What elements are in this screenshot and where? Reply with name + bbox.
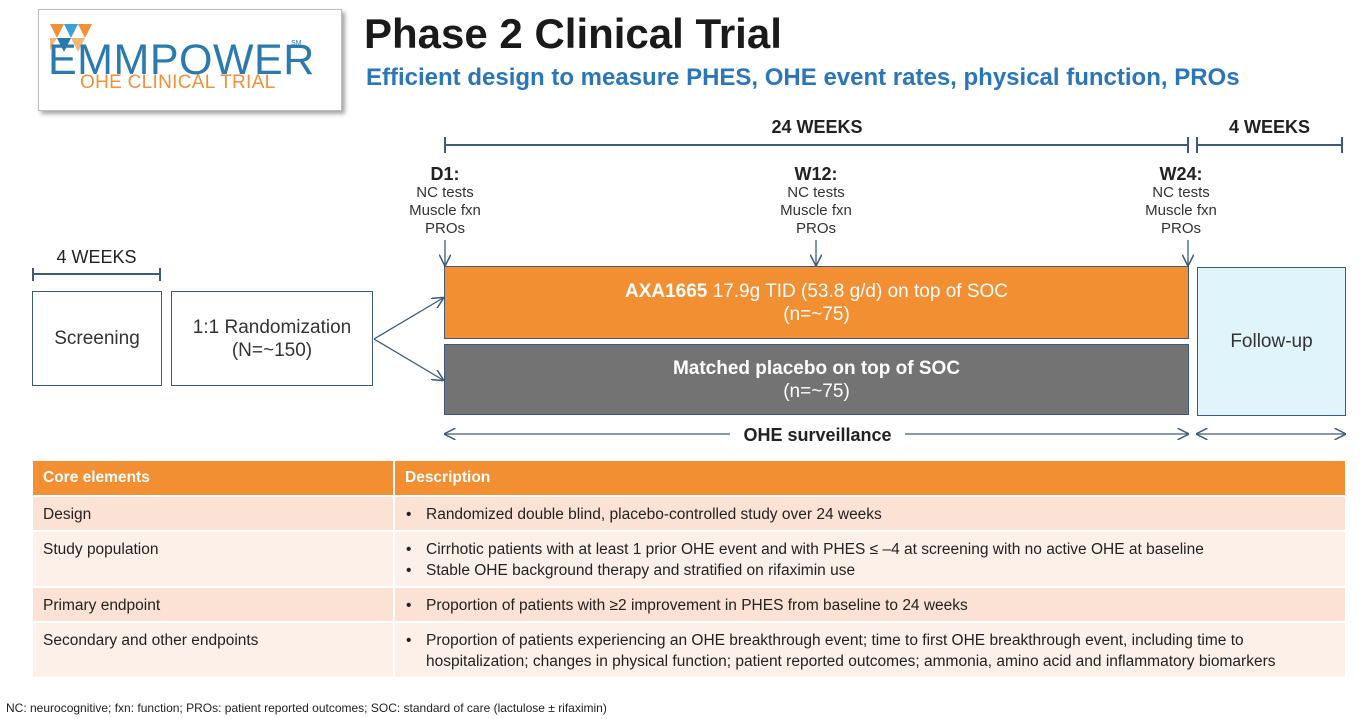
footnote: NC: neurocognitive; fxn: function; PROs:… [6,701,607,715]
placebo-arm-label: Matched placebo on top of SOC [672,357,961,379]
column-header-description: Description [394,461,1345,496]
timepoint-item: NC tests [416,184,474,201]
table-cell-element: Secondary and other endpoints [33,622,395,677]
timepoint-w24: W24: NC tests Muscle fxn PROs [1121,164,1241,238]
active-arm-box: AXA1665 17.9g TID (53.8 g/d) on top of S… [444,266,1189,339]
randomization-box: 1:1 Randomization (N=~150) [171,291,373,386]
description-bullet: Proportion of patients experiencing an O… [405,630,1335,672]
surveillance-label: OHE surveillance [743,425,892,445]
timepoint-item: Muscle fxn [409,202,481,219]
timepoint-item: NC tests [787,184,845,201]
table-cell-description: Randomized double blind, placebo-control… [394,496,1345,531]
timepoint-label: D1: [430,164,460,184]
timepoint-item: PROs [795,220,836,237]
followup-label: Follow-up [1230,330,1313,352]
timepoint-item: PROs [1160,220,1201,237]
timepoint-item: NC tests [1152,184,1210,201]
table-cell-element: Design [33,496,395,531]
core-elements-table: Core elements Description Design Randomi… [33,461,1345,677]
randomization-n: (N=~150) [231,339,313,361]
table-row: Primary endpoint Proportion of patients … [33,587,1345,622]
page-subtitle: Efficient design to measure PHES, OHE ev… [366,64,1240,91]
timepoint-label: W24: [1159,164,1203,184]
timepoint-item: Muscle fxn [1145,202,1217,219]
logo-icon [50,24,92,52]
table-cell-description: Proportion of patients experiencing an O… [394,622,1345,677]
table-cell-element: Study population [33,531,395,587]
followup-duration-label: 4 WEEKS [1228,117,1311,137]
table-cell-element: Primary endpoint [33,587,395,622]
table-row: Study population Cirrhotic patients with… [33,531,1345,587]
randomization-arrows [373,298,443,380]
table-header-row: Core elements Description [33,461,1345,496]
description-bullet: Stable OHE background therapy and strati… [405,560,1335,581]
description-bullet: Randomized double blind, placebo-control… [405,504,1335,525]
timepoint-w12: W12: NC tests Muscle fxn PROs [756,164,876,238]
table-row: Design Randomized double blind, placebo-… [33,496,1345,531]
screening-duration-bracket [32,268,161,281]
column-header-core-elements: Core elements [33,461,395,496]
description-bullet: Proportion of patients with ≥2 improveme… [405,595,1335,616]
timepoint-item: PROs [424,220,465,237]
timepoint-d1: D1: NC tests Muscle fxn PROs [385,164,505,238]
timepoint-label: W12: [794,164,838,184]
screening-label: Screening [54,327,140,349]
followup-box: Follow-up [1197,267,1346,416]
table-cell-description: Cirrhotic patients with at least 1 prior… [394,531,1345,587]
treatment-duration-bracket [444,137,1189,153]
screening-duration-label: 4 WEEKS [56,247,137,267]
logo-wordmark: EMMPOWER [48,36,315,84]
timepoint-item: Muscle fxn [780,202,852,219]
randomization-label: 1:1 Randomization [192,316,352,338]
followup-duration-bracket [1196,137,1343,153]
table-row: Secondary and other endpoints Proportion… [33,622,1345,677]
timepoint-arrows [445,240,1188,265]
active-arm-dose: 17.9g TID (53.8 g/d) on top of SOC [707,280,1009,302]
page-title: Phase 2 Clinical Trial [364,10,782,57]
description-bullet: Cirrhotic patients with at least 1 prior… [405,539,1335,560]
logo-service-mark: SM [291,40,302,47]
active-arm-n: (n=~75) [783,303,850,325]
placebo-arm-n: (n=~75) [783,380,850,402]
screening-box: Screening [32,291,162,386]
placebo-arm-box: Matched placebo on top of SOC (n=~75) [444,344,1189,415]
table-cell-description: Proportion of patients with ≥2 improveme… [394,587,1345,622]
logo-subtitle: OHE CLINICAL TRIAL [80,72,276,93]
active-drug-name: AXA1665 [624,280,708,302]
treatment-duration-label: 24 WEEKS [771,117,863,137]
